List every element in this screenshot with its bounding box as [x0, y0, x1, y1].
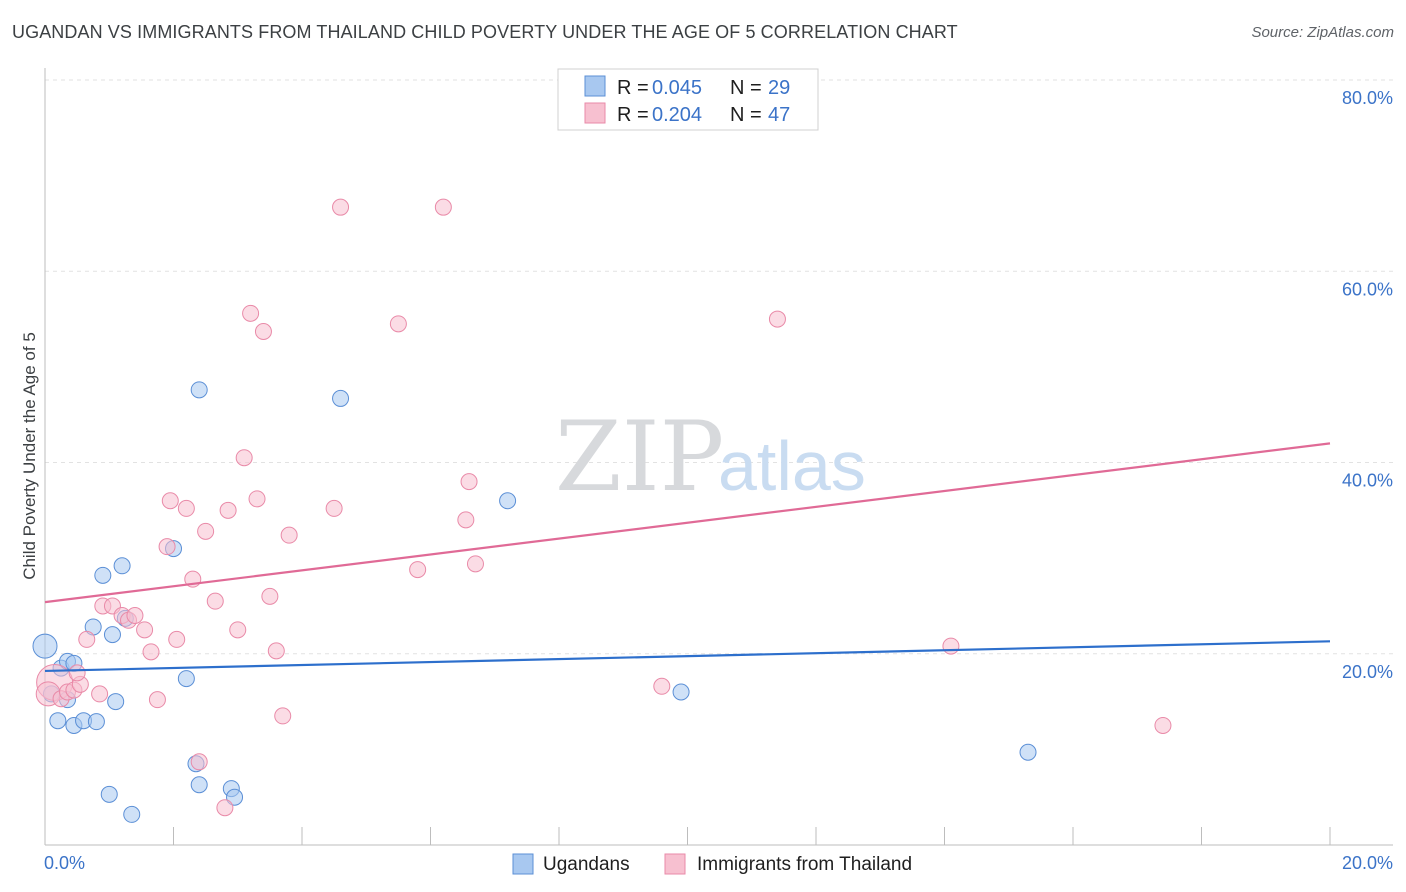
point-thailand-13: [126, 607, 144, 624]
point-thailand-25: [216, 799, 234, 817]
point-thailand-22: [197, 522, 215, 540]
watermark: ZIP atlas: [555, 401, 866, 513]
series-legend-swatch-ugandans: [512, 853, 534, 875]
point-ugandans-19: [190, 381, 208, 399]
point-thailand-33: [267, 642, 285, 660]
point-thailand-24: [190, 753, 208, 771]
point-ugandans-17: [123, 805, 141, 823]
point-thailand-36: [325, 499, 343, 517]
point-thailand-18: [161, 492, 179, 510]
point-thailand-44: [653, 677, 671, 695]
gridlines: [45, 79, 1393, 655]
point-ugandans-6: [49, 712, 67, 730]
legend-r-value-thailand: 0.204: [652, 104, 702, 126]
series-legend-swatch-thailand: [664, 853, 686, 875]
point-thailand-32: [261, 587, 279, 605]
point-ugandans-9: [87, 713, 105, 731]
y-axis-label: Child Poverty Under the Age of 5: [20, 332, 39, 580]
legend-r-label-ugandans: R =: [617, 77, 649, 99]
point-thailand-35: [280, 526, 298, 544]
point-thailand-14: [136, 621, 154, 639]
chart-title: UGANDAN VS IMMIGRANTS FROM THAILAND CHIL…: [12, 22, 958, 42]
y-tick-label-60: 60.0%: [1342, 279, 1393, 299]
point-thailand-42: [460, 473, 478, 491]
point-thailand-45: [768, 310, 786, 328]
axes: [44, 68, 1393, 846]
point-thailand-28: [235, 449, 253, 467]
point-thailand-16: [148, 691, 166, 709]
series-legend: Ugandans Immigrants from Thailand: [512, 853, 912, 875]
point-thailand-31: [254, 322, 272, 340]
point-thailand-6: [68, 664, 86, 682]
point-thailand-17: [158, 538, 176, 556]
trend-line-ugandans: [44, 640, 1331, 673]
point-thailand-43: [466, 555, 484, 573]
point-thailand-30: [248, 490, 266, 508]
point-ugandans-26: [499, 492, 517, 510]
y-tick-label-20: 20.0%: [1342, 662, 1393, 682]
point-ugandans-22: [190, 776, 208, 794]
y-tick-label-80: 80.0%: [1342, 88, 1393, 108]
point-thailand-15: [142, 643, 160, 661]
point-thailand-19: [168, 630, 186, 648]
point-thailand-8: [91, 685, 109, 703]
point-thailand-27: [229, 621, 247, 639]
legend-r-value-ugandans: 0.045: [652, 77, 702, 99]
trend-line-thailand: [44, 442, 1331, 604]
point-thailand-46: [942, 637, 960, 655]
series-legend-label-thailand: Immigrants from Thailand: [697, 854, 912, 875]
legend-n-value-thailand: 47: [768, 104, 790, 126]
point-thailand-47: [1154, 716, 1172, 734]
point-ugandans-0: [32, 633, 58, 659]
point-thailand-23: [206, 592, 224, 610]
point-ugandans-24: [226, 788, 244, 806]
y-tick-labels: 20.0% 40.0% 60.0% 80.0%: [1342, 88, 1393, 682]
x-tick-label-max: 20.0%: [1342, 853, 1393, 873]
point-ugandans-28: [1019, 743, 1037, 761]
point-ugandans-16: [100, 785, 118, 803]
point-ugandans-20: [177, 670, 195, 688]
point-thailand-26: [219, 501, 237, 519]
point-thailand-34: [274, 707, 292, 725]
point-thailand-41: [457, 511, 475, 529]
point-ugandans-12: [94, 566, 112, 584]
legend-swatch-ugandans: [584, 75, 606, 97]
point-thailand-7: [78, 630, 96, 648]
correlation-legend: R = 0.045 N = 29 R = 0.204 N = 47: [557, 68, 819, 131]
watermark-zip: ZIP: [555, 401, 724, 513]
data-points: [32, 198, 1172, 823]
legend-n-label-ugandans: N =: [730, 77, 762, 99]
point-ugandans-25: [332, 389, 350, 407]
legend-r-label-thailand: R =: [617, 104, 649, 126]
source-label: Source: ZipAtlas.com: [1251, 24, 1394, 41]
y-tick-label-40: 40.0%: [1342, 471, 1393, 491]
point-thailand-29: [242, 304, 260, 322]
point-ugandans-13: [113, 557, 131, 575]
point-thailand-39: [409, 561, 427, 579]
point-ugandans-27: [672, 683, 690, 701]
point-ugandans-15: [107, 693, 125, 711]
series-legend-label-ugandans: Ugandans: [543, 854, 630, 875]
point-thailand-20: [177, 499, 195, 517]
legend-n-value-ugandans: 29: [768, 77, 790, 99]
point-thailand-38: [389, 315, 407, 333]
point-thailand-40: [434, 198, 452, 216]
trend-lines: [44, 442, 1331, 673]
watermark-atlas: atlas: [718, 427, 866, 505]
point-ugandans-11: [103, 626, 121, 644]
point-thailand-37: [332, 198, 350, 216]
legend-swatch-thailand: [584, 102, 606, 124]
legend-n-label-thailand: N =: [730, 104, 762, 126]
x-tick-label-min: 0.0%: [44, 853, 85, 873]
